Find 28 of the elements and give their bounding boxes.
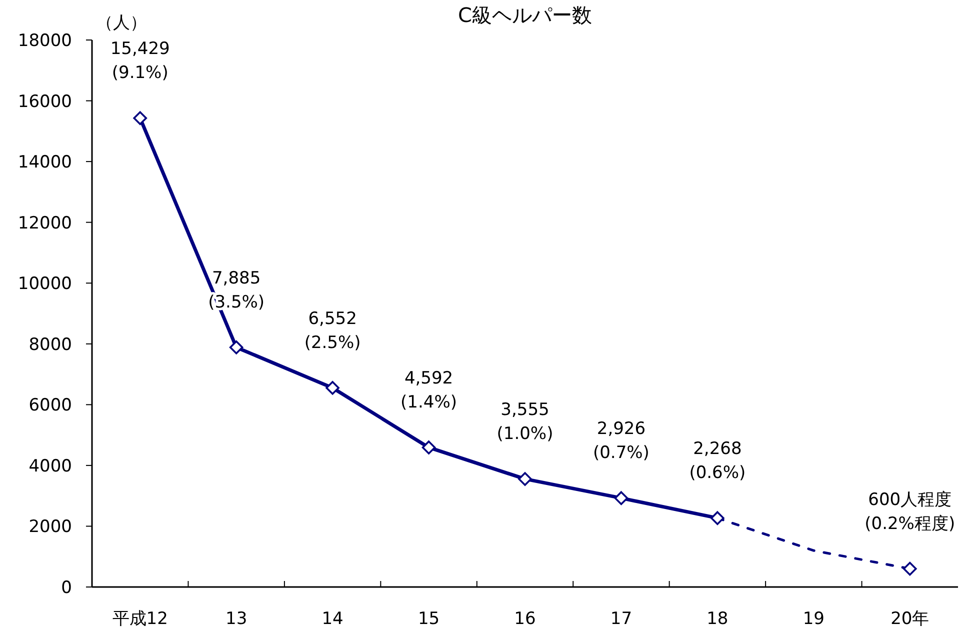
y-tick-label: 6000	[28, 396, 72, 416]
x-tick-label: 平成12	[112, 609, 168, 629]
y-tick-label: 18000	[18, 31, 72, 51]
data-label: 6,552 (2.5%)	[304, 308, 361, 353]
x-tick-label: 17	[610, 609, 632, 629]
x-tick-label: 16	[514, 609, 536, 629]
x-tick-label: 19	[802, 609, 824, 629]
chart-title: C級ヘルパー数	[458, 3, 592, 27]
y-tick-label: 16000	[18, 92, 72, 112]
x-tick-label: 14	[322, 609, 344, 629]
y-tick-label: 4000	[28, 456, 72, 476]
y-tick-label: 2000	[28, 517, 72, 538]
x-tick-label: 13	[226, 609, 248, 629]
y-tick-label: 0	[61, 578, 72, 598]
data-label: 4,592 (1.4%)	[400, 368, 458, 412]
y-tick-label: 12000	[18, 213, 72, 234]
data-label: 15,429 (9.1%)	[110, 39, 170, 84]
data-label: 2,268 (0.6%)	[689, 439, 746, 484]
data-label: 600人程度 (0.2%程度)	[864, 490, 956, 534]
x-tick-label: 20年	[890, 609, 930, 629]
y-axis-title: （人）	[96, 13, 147, 33]
data-label: 2,926 (0.7%)	[592, 419, 650, 464]
y-tick-label: 10000	[18, 274, 72, 294]
y-tick-label: 8000	[28, 334, 72, 355]
x-tick-label: 18	[706, 609, 728, 629]
data-label: 3,555 (1.0%)	[496, 400, 554, 444]
x-tick-label: 15	[418, 609, 440, 629]
y-tick-label: 14000	[18, 152, 72, 173]
